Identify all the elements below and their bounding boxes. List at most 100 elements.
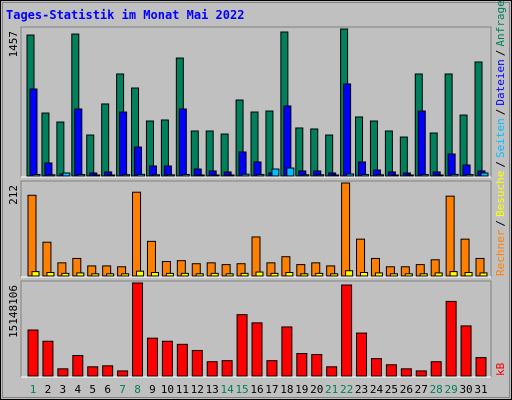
bar <box>42 241 52 277</box>
legend-entry: Besuche <box>494 171 507 217</box>
bar <box>370 358 382 377</box>
bar <box>221 360 233 377</box>
bar <box>429 132 438 177</box>
x-tick-label: 28 <box>430 383 443 396</box>
x-tick-label: 6 <box>104 383 111 396</box>
bar <box>389 273 398 277</box>
bar <box>226 174 235 177</box>
bar <box>27 194 37 277</box>
x-tick-label: 22 <box>340 383 353 396</box>
bar <box>166 174 175 177</box>
legend-entry: Dateien <box>494 59 507 105</box>
bar <box>32 173 41 177</box>
bar <box>211 174 220 177</box>
bar <box>236 314 248 377</box>
bar <box>415 370 427 377</box>
bar <box>390 174 399 177</box>
bar <box>400 368 412 377</box>
bar <box>31 271 40 277</box>
bar <box>310 128 319 177</box>
bar <box>220 133 229 177</box>
x-tick-label: 13 <box>206 383 219 396</box>
bar <box>146 337 158 377</box>
bar <box>46 271 55 277</box>
bar <box>460 238 470 277</box>
x-tick-label: 4 <box>74 383 81 396</box>
legend: Rechner / Besuche / Seiten / Dateien / Anfragen <box>494 0 507 276</box>
bar <box>87 366 99 377</box>
bar <box>86 134 95 177</box>
bar <box>343 83 352 177</box>
legend-entry: Anfragen <box>494 0 507 47</box>
x-tick-label: 10 <box>161 383 174 396</box>
bar <box>480 172 489 177</box>
bar <box>301 174 310 177</box>
bar <box>311 354 323 377</box>
bar <box>76 272 85 277</box>
bar <box>251 236 261 277</box>
bar <box>102 365 114 377</box>
y-max-label: 1457 <box>7 31 20 58</box>
bar <box>374 272 383 277</box>
x-tick-label: 21 <box>325 383 338 396</box>
x-tick-label: 14 <box>221 383 235 396</box>
bar <box>62 172 71 177</box>
bar <box>434 272 443 277</box>
bar <box>417 110 426 177</box>
bar <box>121 273 130 277</box>
bar <box>240 272 249 277</box>
bar <box>369 120 378 177</box>
x-tick-label: 12 <box>191 383 204 396</box>
bar <box>285 271 294 277</box>
bar <box>210 272 219 277</box>
bar <box>74 108 83 177</box>
bar <box>265 110 274 177</box>
bar <box>91 273 100 277</box>
bar <box>346 173 355 177</box>
x-tick-label: 23 <box>355 383 368 396</box>
x-tick-label: 17 <box>265 383 278 396</box>
x-tick-label: 18 <box>280 383 293 396</box>
legend: kB <box>494 362 507 376</box>
bar <box>464 271 473 277</box>
x-tick-label: 11 <box>176 383 189 396</box>
legend-entry: Seiten <box>494 118 507 158</box>
bar <box>447 153 456 177</box>
bar <box>384 130 393 177</box>
y-max-label: 212 <box>7 185 20 205</box>
bar <box>271 168 280 177</box>
bar <box>106 273 115 277</box>
bar <box>134 146 143 177</box>
legend-separator: / <box>494 50 507 57</box>
bar <box>315 272 324 277</box>
bar <box>29 88 38 177</box>
bar <box>405 174 414 177</box>
x-tick-label: 25 <box>385 383 398 396</box>
bar <box>72 355 84 377</box>
bar <box>300 273 309 277</box>
x-tick-label: 24 <box>370 383 384 396</box>
x-tick-label: 29 <box>445 383 458 396</box>
x-tick-label: 31 <box>474 383 487 396</box>
bar <box>238 151 247 177</box>
bar <box>176 343 188 377</box>
bar <box>341 182 351 277</box>
x-tick-label: 2 <box>45 383 52 396</box>
x-tick-label: 1 <box>30 383 37 396</box>
x-tick-label: 19 <box>295 383 308 396</box>
bar <box>356 238 366 277</box>
bar <box>325 134 334 177</box>
bar <box>77 174 86 177</box>
bar <box>146 240 156 277</box>
bar <box>195 273 204 277</box>
bar <box>449 271 458 277</box>
bar <box>241 173 250 177</box>
bar <box>385 364 397 377</box>
legend-separator: / <box>494 109 507 116</box>
bar <box>450 173 459 177</box>
bar <box>430 361 442 377</box>
bar <box>358 161 367 177</box>
bar <box>101 103 110 177</box>
bar <box>286 167 295 177</box>
